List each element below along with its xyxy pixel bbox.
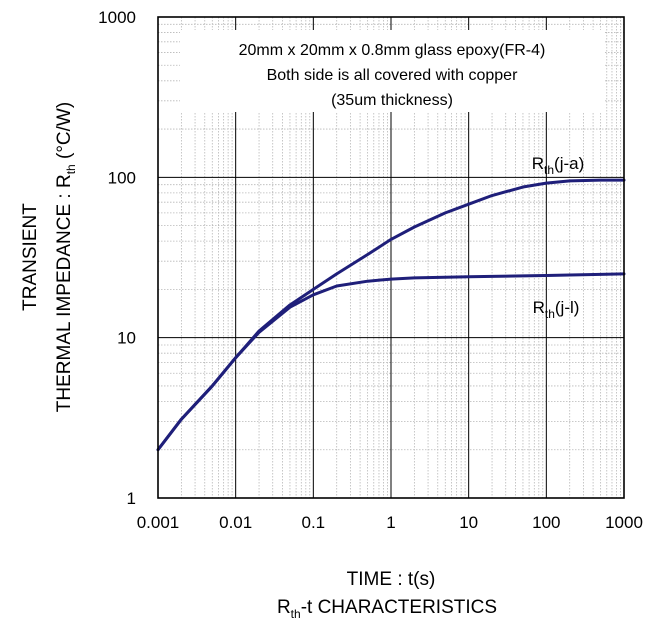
x-tick-label: 1000: [605, 513, 643, 532]
y-axis-title-line-2: THERMAL IMPEDANCE : Rth (°C/W): [54, 102, 78, 412]
y-tick-label: 1000: [98, 8, 136, 27]
y-axis-title-line-1: TRANSIENT: [20, 203, 41, 311]
series-layer: [156, 178, 626, 452]
x-tick-label: 0.1: [302, 513, 326, 532]
y-tick-label: 1: [127, 489, 136, 508]
x-tick-label: 1: [386, 513, 395, 532]
chart-subtitle: Rth-t CHARACTERISTICS: [277, 597, 497, 621]
annotation-line-1: 20mm x 20mm x 0.8mm glass epoxy(FR-4): [239, 42, 546, 59]
x-tick-label: 10: [459, 513, 478, 532]
series-label-rth-j-a: Rth(j-a): [532, 154, 585, 177]
x-tick-label: 100: [532, 513, 560, 532]
series-line-rth-j-l: [156, 272, 626, 452]
x-tick-labels: 0.001 0.01 0.1 1 10 100 1000: [137, 513, 643, 532]
annotation-line-3: (35um thickness): [331, 92, 453, 109]
y-tick-label: 10: [117, 329, 136, 348]
x-tick-label: 0.001: [137, 513, 180, 532]
annotation-box: [180, 30, 604, 112]
y-tick-labels: 1 10 100 1000: [98, 8, 136, 508]
x-axis-title: TIME : t(s): [347, 569, 436, 590]
y-tick-label: 100: [108, 168, 136, 187]
annotation-line-2: Both side is all covered with copper: [267, 67, 518, 84]
plot-frame: [157, 16, 625, 499]
series-label-rth-j-l: Rth(j-l): [533, 298, 580, 321]
x-tick-label: 0.01: [219, 513, 252, 532]
